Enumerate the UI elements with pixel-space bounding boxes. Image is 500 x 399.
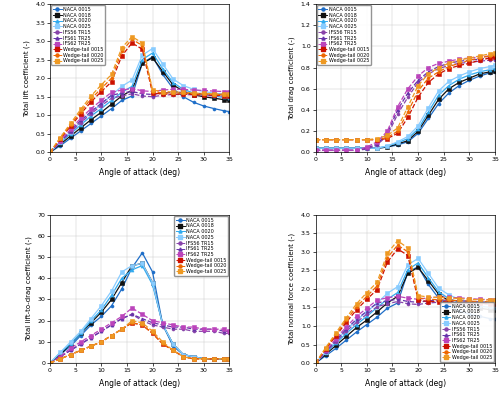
X-axis label: Angle of attack (deg): Angle of attack (deg)	[99, 379, 180, 387]
Legend: NACA 0015, NACA 0018, NACA 0020, NACA 0025, IFS56 TR15, IFS61 TR25, IFS62 TR25, : NACA 0015, NACA 0018, NACA 0020, NACA 00…	[440, 302, 494, 361]
Y-axis label: Total lift-to-drag coefficient (-): Total lift-to-drag coefficient (-)	[25, 237, 32, 341]
Legend: NACA 0015, NACA 0018, NACA 0020, NACA 0025, IFS56 TR15, IFS61 TR25, IFS62 TR25, : NACA 0015, NACA 0018, NACA 0020, NACA 00…	[174, 216, 228, 276]
Y-axis label: Total drag coefficient (-): Total drag coefficient (-)	[289, 36, 296, 120]
Y-axis label: Total normal force coefficient (-): Total normal force coefficient (-)	[289, 233, 296, 345]
Legend: NACA 0015, NACA 0018, NACA 0020, NACA 0025, IFS56 TR15, IFS61 TR25, IFS62 TR25, : NACA 0015, NACA 0018, NACA 0020, NACA 00…	[52, 6, 105, 65]
X-axis label: Angle of attack (deg): Angle of attack (deg)	[364, 168, 446, 177]
Legend: NACA 0015, NACA 0018, NACA 0020, NACA 0025, IFS56 TR15, IFS61 TR25, IFS62 TR25, : NACA 0015, NACA 0018, NACA 0020, NACA 00…	[317, 6, 370, 65]
Y-axis label: Total lift coefficient (-): Total lift coefficient (-)	[23, 40, 30, 117]
X-axis label: Angle of attack (deg): Angle of attack (deg)	[99, 168, 180, 177]
X-axis label: Angle of attack (deg): Angle of attack (deg)	[364, 379, 446, 387]
